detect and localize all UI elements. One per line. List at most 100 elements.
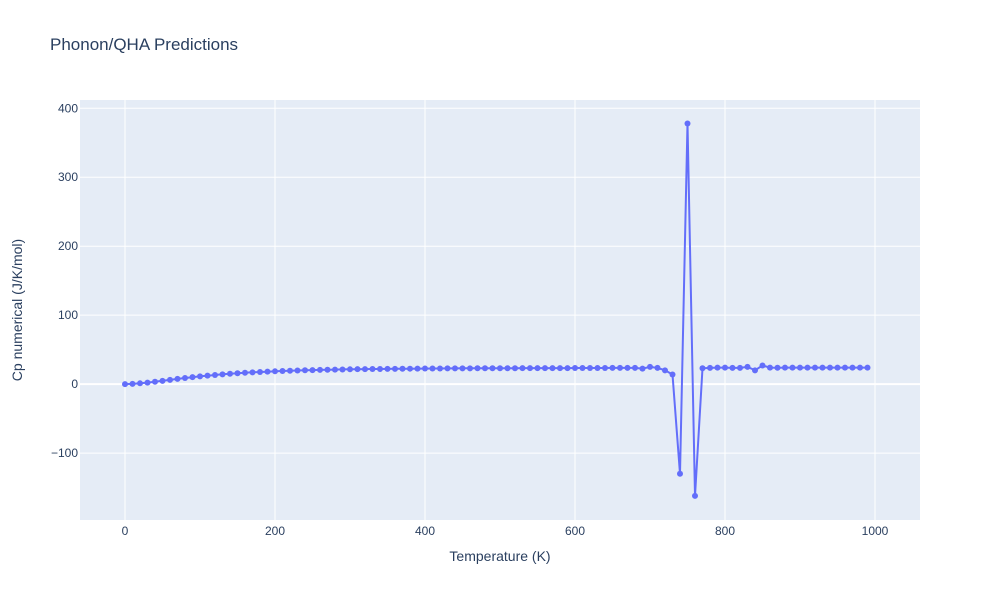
data-point[interactable] — [437, 365, 443, 372]
data-point[interactable] — [564, 365, 571, 372]
data-point[interactable] — [197, 373, 203, 380]
data-point[interactable] — [474, 365, 481, 372]
data-point[interactable] — [857, 364, 863, 371]
data-point[interactable] — [534, 365, 541, 372]
data-point[interactable] — [594, 365, 601, 371]
data-point[interactable] — [842, 364, 848, 371]
data-point[interactable] — [362, 366, 368, 373]
data-point[interactable] — [212, 371, 218, 378]
data-point[interactable] — [354, 366, 361, 373]
data-point[interactable] — [347, 366, 353, 373]
data-point[interactable] — [729, 364, 736, 371]
data-point[interactable] — [482, 365, 488, 372]
data-point[interactable] — [819, 364, 826, 371]
data-point[interactable] — [579, 365, 586, 371]
data-point[interactable] — [572, 365, 578, 371]
data-point[interactable] — [497, 365, 503, 372]
data-point[interactable] — [782, 364, 788, 371]
data-point[interactable] — [692, 492, 698, 499]
data-point[interactable] — [407, 365, 413, 372]
data-point[interactable] — [444, 365, 451, 372]
data-point[interactable] — [617, 364, 623, 371]
data-point[interactable] — [827, 364, 833, 371]
data-point[interactable] — [542, 365, 548, 372]
data-point[interactable] — [279, 368, 286, 375]
data-point[interactable] — [647, 363, 653, 370]
data-point[interactable] — [804, 364, 811, 371]
data-point[interactable] — [654, 364, 661, 371]
data-point[interactable] — [377, 365, 383, 372]
data-point[interactable] — [527, 365, 533, 372]
data-point[interactable] — [249, 369, 256, 376]
data-point[interactable] — [489, 365, 496, 372]
data-point[interactable] — [227, 370, 233, 377]
data-point[interactable] — [182, 375, 188, 381]
data-point[interactable] — [204, 372, 211, 379]
data-point[interactable] — [317, 366, 323, 373]
data-point[interactable] — [429, 365, 436, 372]
data-point[interactable] — [677, 470, 683, 477]
data-point[interactable] — [549, 365, 556, 372]
data-point[interactable] — [422, 365, 428, 372]
data-point[interactable] — [557, 365, 563, 372]
data-point[interactable] — [452, 365, 458, 372]
data-point[interactable] — [512, 365, 518, 372]
data-point[interactable] — [122, 381, 128, 388]
data-point[interactable] — [699, 365, 706, 372]
data-point[interactable] — [242, 369, 248, 376]
data-point[interactable] — [789, 364, 796, 371]
data-point[interactable] — [467, 365, 473, 372]
data-point[interactable] — [714, 364, 721, 371]
data-point[interactable] — [812, 364, 818, 371]
data-point[interactable] — [459, 365, 466, 372]
data-point[interactable] — [759, 362, 766, 369]
data-point[interactable] — [797, 364, 803, 371]
data-point[interactable] — [219, 371, 226, 378]
data-point[interactable] — [332, 366, 338, 373]
data-point[interactable] — [264, 368, 271, 375]
data-point[interactable] — [339, 366, 346, 373]
data-point[interactable] — [129, 380, 136, 387]
data-point[interactable] — [669, 371, 676, 378]
data-point[interactable] — [752, 367, 758, 374]
data-point[interactable] — [294, 367, 301, 374]
data-point[interactable] — [849, 364, 856, 371]
data-point[interactable] — [632, 364, 638, 371]
data-point[interactable] — [587, 365, 593, 371]
data-point[interactable] — [189, 374, 196, 381]
data-point[interactable] — [392, 365, 398, 372]
data-point[interactable] — [414, 365, 421, 372]
plot-area[interactable] — [80, 100, 920, 520]
data-point[interactable] — [137, 380, 143, 387]
data-point[interactable] — [287, 367, 293, 374]
data-point[interactable] — [767, 364, 773, 371]
data-point[interactable] — [174, 375, 181, 382]
data-point[interactable] — [399, 365, 406, 372]
data-point[interactable] — [519, 365, 526, 372]
data-point[interactable] — [609, 364, 616, 371]
data-point[interactable] — [159, 377, 166, 384]
data-point[interactable] — [272, 368, 278, 375]
data-point[interactable] — [684, 120, 691, 127]
data-point[interactable] — [257, 369, 263, 375]
data-point[interactable] — [662, 367, 668, 374]
data-point[interactable] — [309, 367, 316, 374]
data-point[interactable] — [834, 364, 841, 371]
data-point[interactable] — [707, 364, 713, 371]
data-point[interactable] — [167, 376, 173, 383]
data-point[interactable] — [369, 366, 376, 373]
data-point[interactable] — [864, 364, 871, 371]
data-point[interactable] — [602, 365, 608, 371]
data-point[interactable] — [144, 379, 151, 386]
data-point[interactable] — [639, 365, 646, 372]
data-point[interactable] — [234, 370, 241, 377]
data-point[interactable] — [384, 365, 391, 372]
data-point[interactable] — [152, 378, 158, 385]
data-point[interactable] — [302, 367, 308, 374]
data-point[interactable] — [504, 365, 511, 372]
data-point[interactable] — [774, 364, 781, 371]
data-point[interactable] — [324, 366, 331, 373]
data-point[interactable] — [744, 363, 751, 370]
data-point[interactable] — [624, 364, 631, 371]
data-point[interactable] — [737, 364, 743, 371]
